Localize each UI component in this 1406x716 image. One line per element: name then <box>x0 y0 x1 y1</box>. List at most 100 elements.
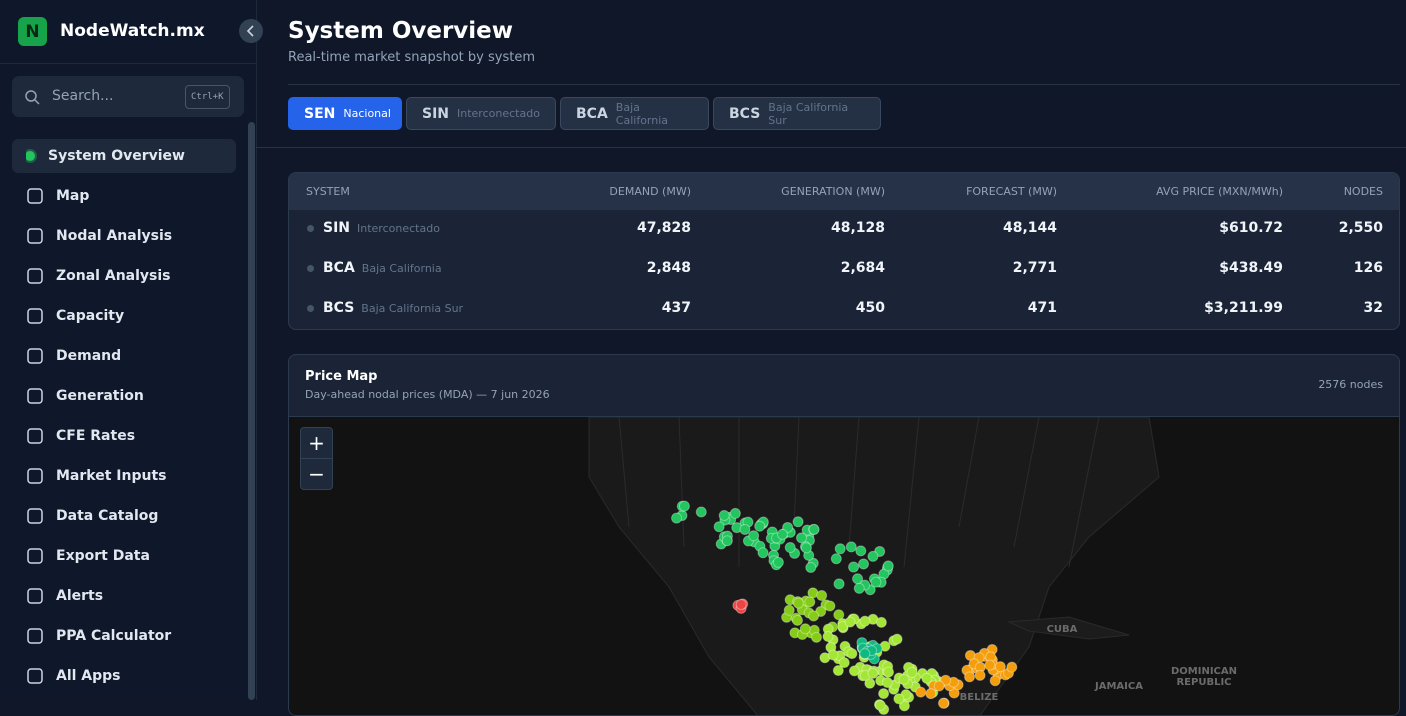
map-node[interactable] <box>906 666 918 678</box>
map-node[interactable] <box>784 542 796 554</box>
map-node[interactable] <box>974 669 986 681</box>
sidebar: N NodeWatch.mx Search... Ctrl+K System O… <box>0 0 263 700</box>
map-node[interactable] <box>853 582 865 594</box>
map-node[interactable] <box>845 541 857 553</box>
map-node[interactable] <box>776 528 788 540</box>
map-node[interactable] <box>735 598 747 610</box>
map-node[interactable] <box>827 649 839 661</box>
system-tab[interactable]: BCS Baja California Sur <box>713 97 881 130</box>
map-node[interactable] <box>695 506 707 518</box>
map-node[interactable] <box>721 535 733 547</box>
nav-item[interactable]: Export Data <box>12 539 236 573</box>
map-node[interactable] <box>832 665 844 677</box>
map-node[interactable] <box>791 614 803 626</box>
nav-item[interactable]: CFE Rates <box>12 419 236 453</box>
map-node[interactable] <box>893 693 905 705</box>
map-node[interactable] <box>833 578 845 590</box>
map-node[interactable] <box>994 661 1006 673</box>
map-node[interactable] <box>810 631 822 643</box>
map-node[interactable] <box>864 677 876 689</box>
map-node[interactable] <box>882 560 894 572</box>
system-tab[interactable]: SEN Nacional <box>288 97 402 130</box>
search-box[interactable]: Search... Ctrl+K <box>12 76 244 117</box>
map-node[interactable] <box>772 556 784 568</box>
nav-item[interactable]: Zonal Analysis <box>12 259 236 293</box>
nav-item[interactable]: PPA Calculator <box>12 619 236 653</box>
map-node[interactable] <box>867 667 879 679</box>
map-node[interactable] <box>748 530 760 542</box>
map-node[interactable] <box>948 687 960 699</box>
map-node[interactable] <box>757 547 769 559</box>
map-node[interactable] <box>883 666 895 678</box>
map-node[interactable] <box>796 532 808 544</box>
map-node[interactable] <box>925 688 937 700</box>
map-node[interactable] <box>844 616 856 628</box>
map-node[interactable] <box>964 671 976 683</box>
map-node[interactable] <box>830 553 842 565</box>
system-tab[interactable]: BCA Baja California <box>560 97 709 130</box>
collapse-button[interactable] <box>239 19 263 43</box>
nav-item[interactable]: Alerts <box>12 579 236 613</box>
map-node[interactable] <box>739 523 751 535</box>
map-node[interactable] <box>678 500 690 512</box>
nav-item[interactable]: Market Inputs <box>12 459 236 493</box>
map-node[interactable] <box>933 680 945 692</box>
map-node[interactable] <box>891 633 903 645</box>
map-node[interactable] <box>915 686 927 698</box>
nav-item[interactable]: Data Catalog <box>12 499 236 533</box>
map-node[interactable] <box>833 609 845 621</box>
system-tab[interactable]: SIN Interconectado <box>406 97 556 130</box>
map-node[interactable] <box>848 665 860 677</box>
map-node[interactable] <box>782 521 794 533</box>
map-node[interactable] <box>867 550 879 562</box>
map-node[interactable] <box>848 561 860 573</box>
map-node[interactable] <box>800 542 812 554</box>
nav-item[interactable]: All Apps <box>12 659 236 693</box>
zoom-out[interactable]: − <box>308 462 325 486</box>
map-node[interactable] <box>858 558 870 570</box>
map-node[interactable] <box>808 610 820 622</box>
map-node[interactable] <box>989 675 1001 687</box>
nav-item[interactable]: Map <box>12 179 236 213</box>
map-node[interactable] <box>783 604 795 616</box>
map-node[interactable] <box>713 521 725 533</box>
map-node[interactable] <box>792 516 804 528</box>
nav-item[interactable]: Generation <box>12 379 236 413</box>
map-node[interactable] <box>1006 661 1018 673</box>
map-node[interactable] <box>940 674 952 686</box>
map-node[interactable] <box>859 648 871 660</box>
map-node[interactable] <box>718 509 730 521</box>
map-node[interactable] <box>824 600 836 612</box>
map-node[interactable] <box>804 596 816 608</box>
map-node[interactable] <box>729 507 741 519</box>
nav-item[interactable]: System Overview <box>12 139 236 173</box>
map-node[interactable] <box>984 659 996 671</box>
map-node[interactable] <box>921 672 933 684</box>
map-node[interactable] <box>846 648 858 660</box>
tab-code: SIN <box>422 105 450 122</box>
map-node[interactable] <box>859 615 871 627</box>
map-node[interactable] <box>855 545 867 557</box>
map-node[interactable] <box>799 623 811 635</box>
scrollbar[interactable] <box>248 122 255 700</box>
map-node[interactable] <box>881 676 893 688</box>
map-node[interactable] <box>874 699 886 711</box>
map-node[interactable] <box>875 616 887 628</box>
zoom-in[interactable]: + <box>301 428 332 459</box>
map-node[interactable] <box>870 576 882 588</box>
map-node[interactable] <box>671 512 683 524</box>
nav-item[interactable]: Demand <box>12 339 236 373</box>
map-node[interactable] <box>838 657 850 669</box>
map-node[interactable] <box>898 673 910 685</box>
map-node[interactable] <box>754 520 766 532</box>
map-node[interactable] <box>792 597 804 609</box>
map-node[interactable] <box>816 590 828 602</box>
map-node[interactable] <box>808 523 820 535</box>
nav-item[interactable]: Capacity <box>12 299 236 333</box>
map-node[interactable] <box>834 543 846 555</box>
map-node[interactable] <box>805 561 817 573</box>
map-node[interactable] <box>878 688 890 700</box>
nav-item[interactable]: Nodal Analysis <box>12 219 236 253</box>
map-node[interactable] <box>822 631 834 643</box>
